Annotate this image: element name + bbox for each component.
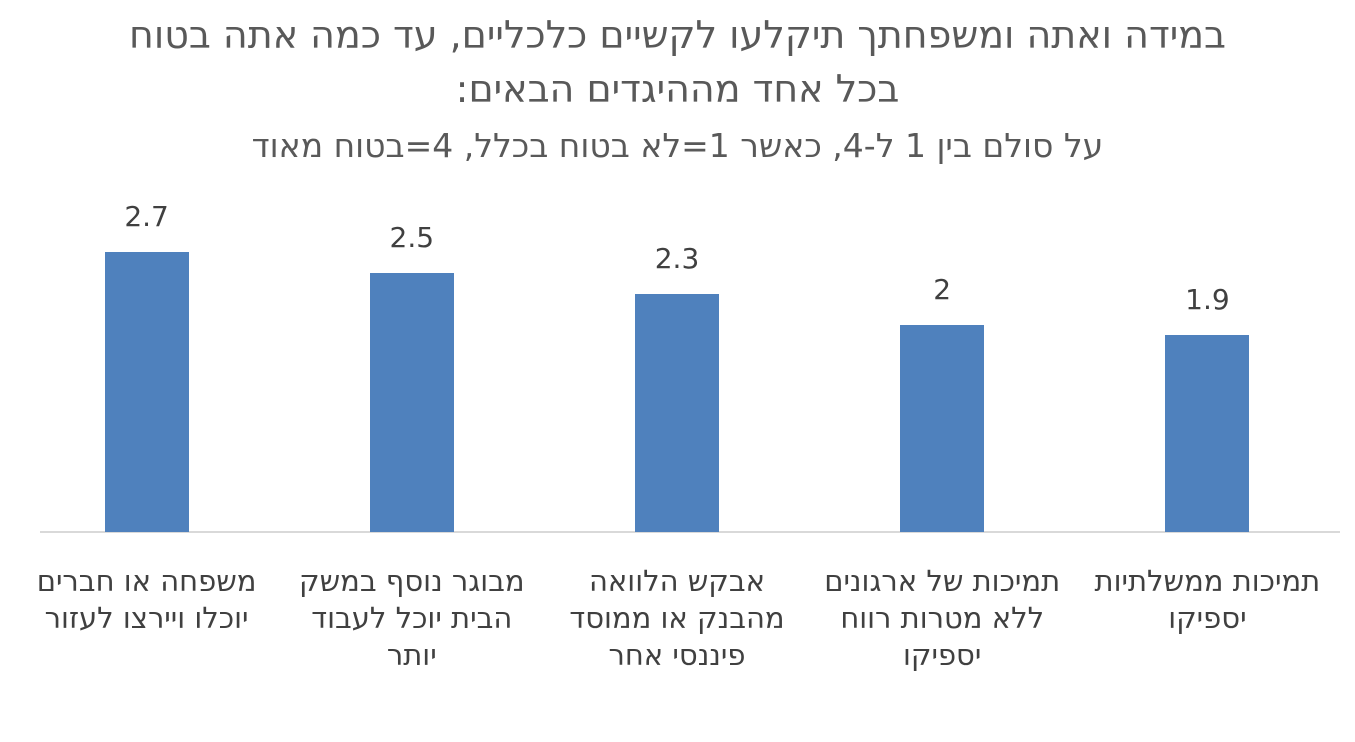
chart-title: במידה ואתה ומשפחתך תיקלעו לקשיים כלכליים… (129, 13, 1226, 111)
x-tick-label: תמיכות ממשלתיות יספיקו (1094, 564, 1321, 635)
x-axis-line (40, 531, 1340, 533)
bar (104, 252, 189, 532)
value-label: 2 (933, 272, 952, 306)
x-tick-label: משפחה או חברים יוכלו ויירצו לעזור (36, 564, 257, 635)
x-tick-label: תמיכות של ארגונים ללא מטרות רווח יספיקו (824, 564, 1061, 672)
bar (1165, 335, 1250, 532)
value-label: 1.9 (1185, 283, 1230, 317)
bar (369, 272, 454, 532)
bar (635, 293, 719, 532)
value-label: 2.7 (124, 200, 169, 234)
x-tick-label: אבקש הלוואה מהבנק או ממוסד פיננסי אחר (569, 564, 785, 672)
value-label: 2.3 (654, 241, 700, 275)
chart-subtitle: על סולם בין 1 ל-4, כאשר 1=לא בטוח בכלל, … (251, 126, 1104, 165)
x-tick-label: מבוגר נוסף במשק הבית יוכל לעבוד יותר (299, 564, 525, 672)
value-label: 2.5 (389, 220, 435, 254)
bar (900, 324, 985, 532)
